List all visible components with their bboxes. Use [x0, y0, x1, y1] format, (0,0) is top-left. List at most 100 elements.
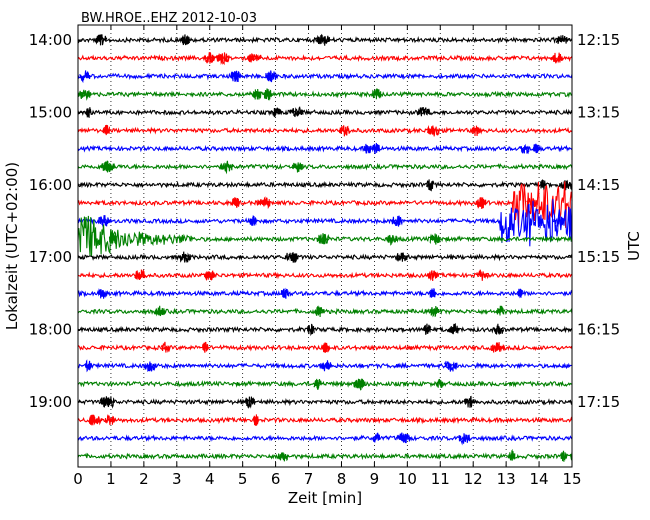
trace-burst — [247, 53, 262, 63]
y-tick-label-right: 13:15 — [577, 103, 620, 121]
trace-burst — [532, 143, 539, 154]
trace-burst — [98, 215, 112, 227]
x-tick-label: 5 — [238, 470, 248, 488]
x-tick-label: 13 — [497, 470, 516, 488]
trace-burst — [475, 197, 487, 210]
trace-line — [77, 144, 573, 153]
trace-burst — [429, 233, 441, 245]
trace-burst — [243, 396, 256, 409]
trace-line — [77, 325, 573, 334]
y-axis-label-left: Lokalzeit (UTC+02:00) — [3, 162, 21, 330]
y-tick-label-left: 15:00 — [29, 103, 72, 121]
trace-burst — [516, 288, 524, 299]
trace-line — [77, 181, 573, 229]
trace-burst — [552, 216, 566, 227]
x-tick-label: 15 — [562, 470, 581, 488]
y-tick-label-left: 17:00 — [29, 248, 72, 266]
y-tick-label-right: 16:15 — [577, 321, 620, 339]
x-tick-label: 14 — [530, 470, 549, 488]
y-tick-label-left: 18:00 — [29, 321, 72, 339]
trace-line — [77, 72, 573, 81]
trace-burst — [134, 268, 146, 281]
trace-burst — [272, 107, 282, 118]
trace-burst — [102, 124, 110, 136]
x-tick-label: 6 — [271, 470, 281, 488]
trace-burst — [371, 142, 381, 155]
trace-burst — [263, 88, 273, 101]
x-tick-label: 4 — [205, 470, 215, 488]
trace-burst — [291, 162, 304, 173]
trace-burst — [265, 70, 278, 83]
trace-burst — [97, 288, 107, 299]
trace-line — [77, 289, 573, 298]
trace-burst — [458, 433, 471, 446]
trace-burst — [220, 160, 234, 175]
x-tick-label: 2 — [139, 470, 149, 488]
trace-burst — [202, 341, 209, 353]
x-axis-label: Zeit [min] — [288, 489, 362, 507]
trace-burst — [427, 125, 441, 137]
trace-burst — [88, 415, 103, 426]
trace-burst — [108, 233, 117, 245]
trace-burst — [277, 452, 289, 462]
trace-burst — [233, 70, 242, 83]
trace-burst — [353, 378, 366, 391]
trace-line — [77, 108, 573, 117]
y-tick-label-left: 16:00 — [29, 176, 72, 194]
trace-burst — [321, 342, 330, 353]
trace-burst — [508, 448, 516, 461]
x-tick-label: 11 — [431, 470, 450, 488]
trace-burst — [313, 378, 322, 390]
x-tick-label: 8 — [337, 470, 347, 488]
trace-burst — [160, 341, 170, 353]
trace-burst — [180, 34, 190, 46]
trace-burst — [315, 33, 331, 46]
trace-burst — [249, 215, 257, 226]
chart-title: BW.HROE..EHZ 2012-10-03 — [81, 11, 257, 26]
trace-burst — [371, 88, 382, 100]
trace-burst — [179, 251, 192, 264]
trace-line — [77, 180, 573, 189]
y-tick-label-right: 12:15 — [577, 31, 620, 49]
trace-burst — [104, 414, 115, 426]
trace-burst — [338, 125, 351, 137]
trace-burst — [463, 395, 475, 408]
trace-line — [77, 90, 573, 99]
trace-line — [77, 434, 573, 443]
trace-line — [77, 452, 573, 461]
trace-burst — [252, 414, 259, 426]
trace-line — [77, 126, 573, 135]
trace-burst — [316, 233, 330, 245]
trace-burst — [427, 270, 438, 282]
trace-burst — [416, 107, 431, 117]
y-tick-label-left: 19:00 — [29, 393, 72, 411]
trace-burst — [85, 107, 92, 118]
trace-burst — [100, 161, 115, 173]
trace-burst — [257, 196, 272, 210]
trace-burst — [203, 270, 216, 282]
trace-burst — [426, 179, 435, 192]
trace-burst — [216, 52, 230, 66]
tick-layer: 0 1 2 3 4 5 6 7 8 9 10 11 12 13 14 1514:0015:0016:0017:… — [29, 25, 620, 488]
trace-burst — [386, 234, 398, 246]
x-tick-label: 7 — [304, 470, 314, 488]
trace-line — [77, 253, 573, 262]
trace-burst — [280, 287, 290, 299]
trace-burst — [79, 70, 91, 84]
trace-burst — [429, 288, 436, 299]
trace-burst — [447, 323, 460, 335]
trace-burst — [231, 197, 240, 208]
trace-burst — [284, 252, 299, 264]
trace-burst — [475, 269, 489, 281]
trace-line — [77, 398, 573, 407]
trace-burst — [443, 360, 458, 372]
trace-burst — [391, 215, 403, 227]
x-tick-label: 3 — [172, 470, 182, 488]
trace-line — [77, 54, 573, 63]
trace-layer — [77, 33, 573, 462]
x-tick-label: 12 — [464, 470, 483, 488]
trace-burst — [306, 323, 315, 337]
trace-burst — [496, 305, 505, 316]
x-tick-label: 9 — [370, 470, 380, 488]
